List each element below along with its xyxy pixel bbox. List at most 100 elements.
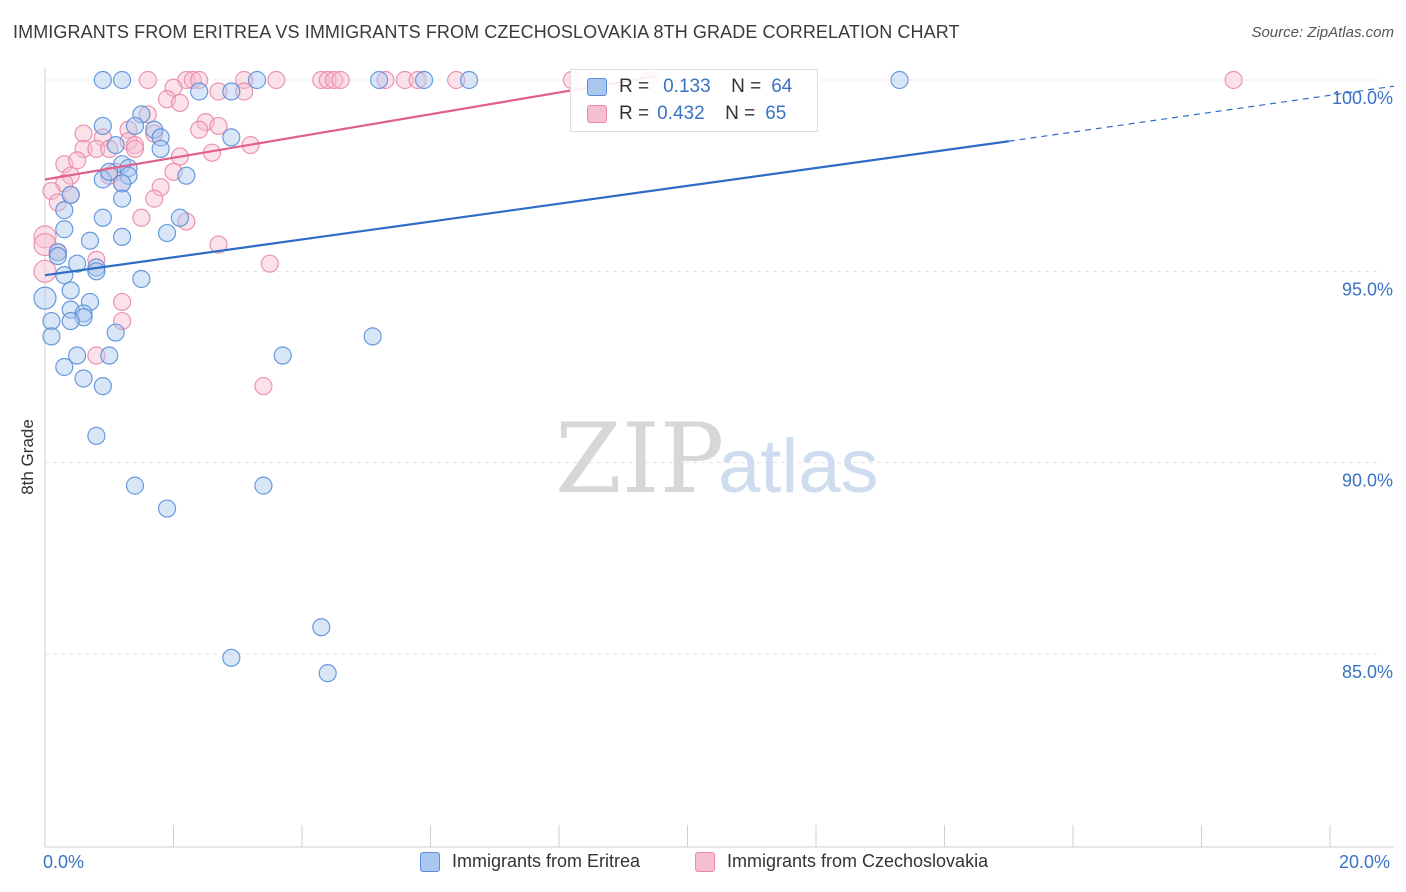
eritrea-point-6 <box>190 82 209 101</box>
czech-point-13 <box>447 70 466 90</box>
czech-point-61 <box>87 346 106 365</box>
czech-point-50 <box>132 208 151 227</box>
legend-swatch-czech <box>587 105 607 123</box>
series-legend: Immigrants from Eritrea Immigrants from … <box>0 851 1406 877</box>
czech-point-62 <box>254 377 273 396</box>
eritrea-point-24 <box>55 201 74 220</box>
czech-point-63 <box>125 139 145 158</box>
source-label: Source: ZipAtlas.com <box>1251 24 1394 41</box>
czech-point-64 <box>68 151 87 170</box>
eritrea-point-56 <box>125 476 145 495</box>
legend-row-czech: R = 0.432 N = 65 <box>587 102 786 126</box>
eritrea-point-60 <box>222 648 241 667</box>
eritrea-point-62 <box>93 70 112 90</box>
czech-point-34 <box>87 139 106 158</box>
legend-r-label: R = <box>619 103 650 124</box>
series-label-czech: Immigrants from Czechoslovakia <box>727 851 989 871</box>
eritrea-point-35 <box>87 262 106 281</box>
eritrea-point-4 <box>459 70 479 90</box>
gridlines <box>45 79 1380 655</box>
czech-point-52 <box>33 225 57 249</box>
czech-point-0 <box>138 70 157 90</box>
eritrea-point-63 <box>100 162 119 181</box>
czech-point-17 <box>164 78 183 97</box>
czech-point-60 <box>112 311 132 331</box>
eritrea-point-57 <box>254 476 273 495</box>
czech-point-10 <box>376 70 395 90</box>
eritrea-point-36 <box>55 266 74 285</box>
eritrea-point-49 <box>68 346 87 365</box>
eritrea-point-51 <box>273 346 292 365</box>
eritrea-point-11 <box>93 116 112 136</box>
eritrea-point-29 <box>112 227 132 246</box>
eritrea-trend-extension <box>1008 85 1395 142</box>
eritrea-point-19 <box>177 166 196 185</box>
czech-point-2 <box>183 70 202 90</box>
eritrea-point-7 <box>222 82 241 101</box>
series-legend-eritrea[interactable]: Immigrants from Eritrea <box>420 851 640 872</box>
watermark-zip: ZIP <box>555 403 724 515</box>
czech-point-16 <box>1224 70 1243 90</box>
legend-r-value: 0.432 <box>657 103 705 124</box>
eritrea-point-32 <box>48 246 67 266</box>
legend-n-value: 64 <box>771 76 793 97</box>
legend-n-label: N = <box>725 103 756 124</box>
czech-point-46 <box>42 181 61 201</box>
czech-point-57 <box>260 254 279 273</box>
eritrea-point-50 <box>100 346 119 365</box>
czech-point-21 <box>170 93 190 113</box>
eritrea-point-31 <box>48 243 67 262</box>
eritrea-point-15 <box>151 139 170 158</box>
eritrea-point-44 <box>61 311 80 331</box>
eritrea-point-23 <box>112 189 132 208</box>
axes <box>44 68 1394 848</box>
czech-point-6 <box>312 70 331 90</box>
eritrea-point-39 <box>33 286 57 310</box>
series-legend-czech[interactable]: Immigrants from Czechoslovakia <box>695 851 988 872</box>
eritrea-point-54 <box>93 377 112 396</box>
eritrea-point-46 <box>106 323 125 342</box>
czech-point-48 <box>145 189 164 208</box>
y-tick-label-3: 100.0% <box>1332 88 1393 108</box>
eritrea-points <box>33 70 909 683</box>
y-axis-label: 8th Grade <box>18 419 37 495</box>
eritrea-point-55 <box>87 426 106 445</box>
eritrea-point-9 <box>125 116 145 136</box>
eritrea-point-8 <box>132 105 151 124</box>
czech-point-22 <box>138 105 157 124</box>
czech-point-29 <box>190 120 209 139</box>
legend-row-eritrea: R = 0.133 N = 64 <box>587 75 792 99</box>
czech-point-27 <box>74 124 93 143</box>
eritrea-point-5 <box>890 70 909 90</box>
eritrea-point-59 <box>312 618 331 637</box>
eritrea-point-38 <box>61 281 80 300</box>
eritrea-point-48 <box>363 327 382 346</box>
y-tick-labels: 85.0% 90.0% 95.0% 100.0% <box>1332 88 1393 682</box>
czech-point-12 <box>408 70 427 90</box>
czech-point-18 <box>209 82 228 101</box>
czech-point-54 <box>209 235 228 254</box>
x-tick-max: 20.0% <box>1339 852 1391 872</box>
eritrea-point-61 <box>318 664 337 683</box>
czech-point-45 <box>151 178 170 197</box>
stats-legend: R = 0.133 N = 64 R = 0.432 N = 65 <box>570 69 818 132</box>
eritrea-point-27 <box>55 220 74 239</box>
czech-point-19 <box>235 82 254 101</box>
eritrea-point-22 <box>61 185 80 204</box>
czech-point-53 <box>33 232 57 257</box>
czech-point-33 <box>74 139 93 158</box>
watermark: ZIP atlas <box>555 403 879 515</box>
czech-point-58 <box>33 259 57 283</box>
eritrea-point-0 <box>112 70 132 90</box>
legend-r-value: 0.133 <box>663 76 711 97</box>
chart-title: IMMIGRANTS FROM ERITREA VS IMMIGRANTS FR… <box>13 22 960 42</box>
eritrea-point-53 <box>74 369 93 388</box>
legend-r-label: R = <box>619 76 650 97</box>
legend-n-label: N = <box>731 76 762 97</box>
eritrea-trend-line <box>44 140 1009 277</box>
eritrea-point-45 <box>42 311 61 331</box>
y-tick-label-0: 85.0% <box>1342 662 1393 682</box>
czech-point-59 <box>112 292 132 312</box>
x-tick-min: 0.0% <box>43 852 85 872</box>
